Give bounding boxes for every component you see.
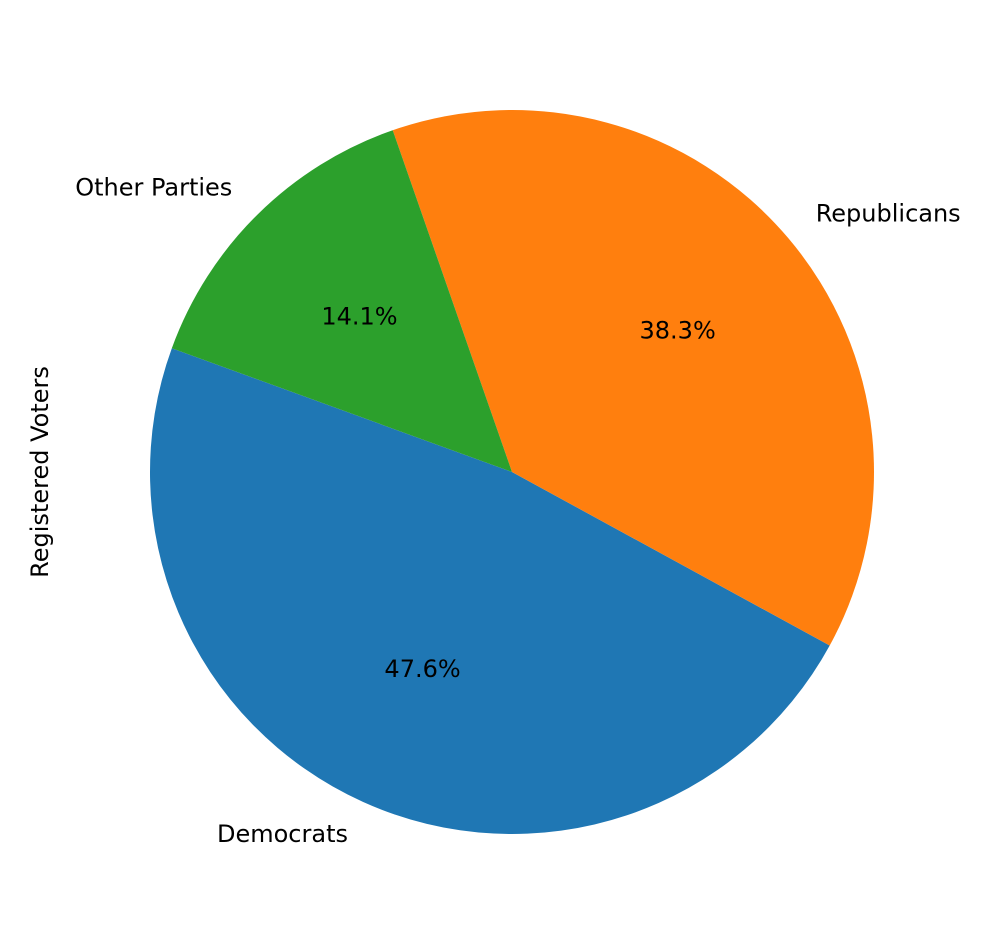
slice-label: Other Parties — [75, 174, 232, 202]
slice-percent-label: 14.1% — [321, 302, 397, 330]
pie-slice-democrats — [149, 348, 830, 835]
pie-labels: Democrats 47.6% Republicans 38.3% Other Part… — [75, 174, 960, 848]
pie-slice-other-parties — [171, 130, 512, 473]
slice-label: Republicans — [816, 199, 961, 227]
slice-label: Democrats — [217, 820, 348, 848]
pie-slices — [149, 109, 874, 835]
y-axis-label: Registered Voters — [26, 366, 54, 578]
slice-percent-label: 38.3% — [640, 317, 716, 345]
pie-slice-republicans — [392, 109, 874, 646]
slice-percent-label: 47.6% — [384, 655, 460, 683]
